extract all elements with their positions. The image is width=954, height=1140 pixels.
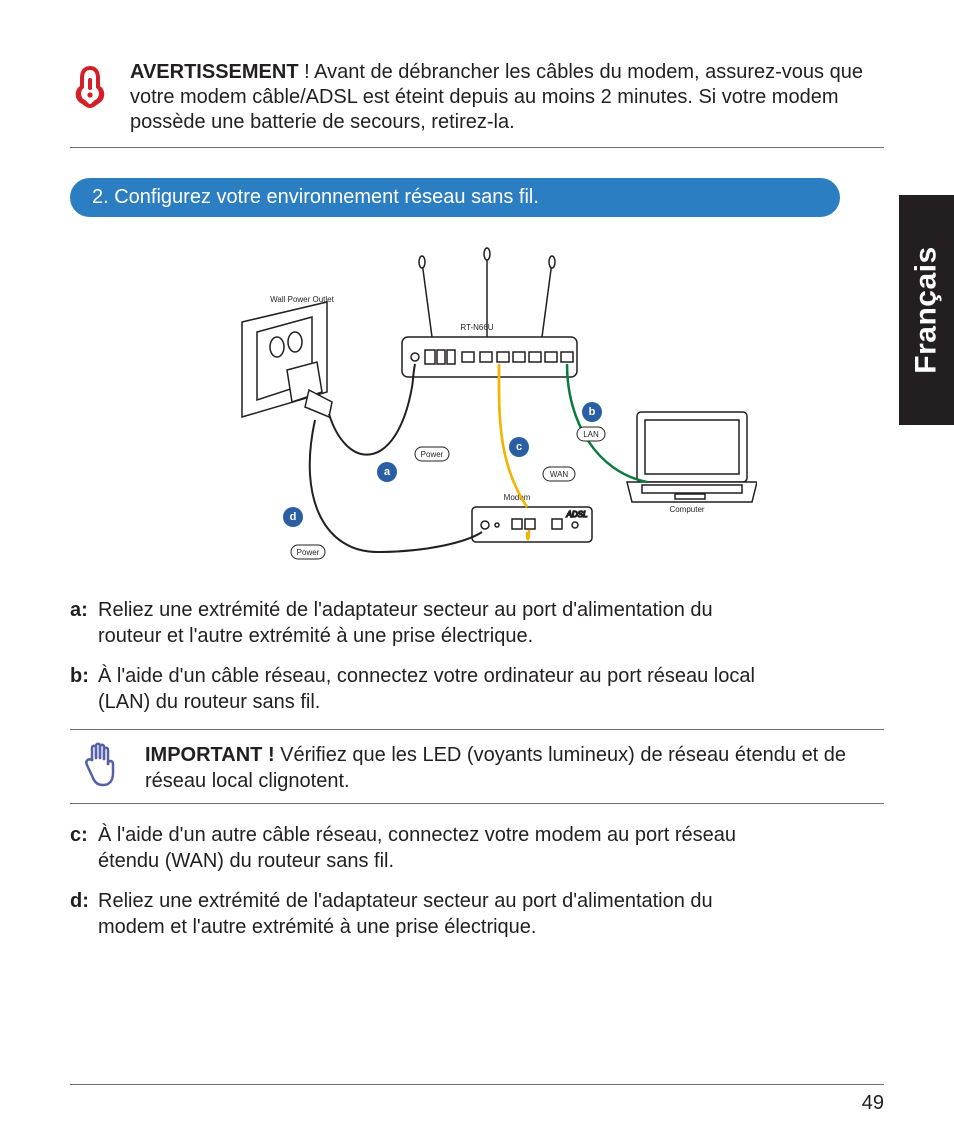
important-label: IMPORTANT ! bbox=[145, 744, 275, 766]
wall-outlet-drawing bbox=[242, 302, 332, 417]
language-tab-label: Français bbox=[910, 246, 944, 373]
router-drawing bbox=[402, 248, 577, 377]
badge-a: a bbox=[377, 462, 397, 482]
cable-a-power-router bbox=[329, 364, 415, 455]
step-c-body: À l'aide d'un autre câble réseau, connec… bbox=[98, 822, 884, 874]
steps-list: a: Reliez une extrémité de l'adaptateur … bbox=[70, 597, 884, 940]
badge-d: d bbox=[283, 507, 303, 527]
label-modem: Modem bbox=[504, 493, 531, 502]
page: Français AVERTISSEMENT ! Avant de débran… bbox=[0, 0, 954, 1140]
step-d-label: d: bbox=[70, 888, 98, 940]
step-a-body: Reliez une extrémité de l'adaptateur sec… bbox=[98, 597, 884, 649]
step-d: d: Reliez une extrémité de l'adaptateur … bbox=[70, 888, 884, 940]
step-b-label: b: bbox=[70, 663, 98, 715]
svg-text:WAN: WAN bbox=[550, 470, 569, 479]
important-text: IMPORTANT ! Vérifiez que les LED (voyant… bbox=[145, 738, 884, 794]
svg-text:d: d bbox=[290, 511, 297, 523]
language-tab: Français bbox=[899, 195, 954, 425]
step-d-body: Reliez une extrémité de l'adaptateur sec… bbox=[98, 888, 884, 940]
setup-diagram: Wall Power Outlet RT-N66U bbox=[70, 242, 884, 572]
laptop-drawing bbox=[627, 412, 757, 502]
important-block: IMPORTANT ! Vérifiez que les LED (voyant… bbox=[70, 729, 884, 804]
svg-text:c: c bbox=[516, 441, 522, 453]
svg-text:Power: Power bbox=[297, 548, 320, 557]
footer-divider bbox=[70, 1084, 884, 1085]
svg-text:ADSL: ADSL bbox=[566, 510, 588, 519]
tag-power-modem: Power bbox=[291, 545, 325, 559]
badge-b: b bbox=[582, 402, 602, 422]
step-b-body: À l'aide d'un câble réseau, connectez vo… bbox=[98, 663, 884, 715]
modem-drawing: ADSL bbox=[472, 507, 592, 542]
svg-text:LAN: LAN bbox=[583, 430, 599, 439]
important-icon bbox=[80, 738, 120, 795]
warning-icon bbox=[70, 62, 110, 115]
cable-d-power-modem bbox=[310, 420, 482, 552]
step-a-label: a: bbox=[70, 597, 98, 649]
step-c-label: c: bbox=[70, 822, 98, 874]
warning-text: AVERTISSEMENT ! Avant de débrancher les … bbox=[130, 60, 884, 135]
tag-wan: WAN bbox=[543, 467, 575, 481]
section-heading-text: 2. Configurez votre environnement réseau… bbox=[92, 186, 539, 208]
step-c: c: À l'aide d'un autre câble réseau, con… bbox=[70, 822, 884, 874]
badge-c: c bbox=[509, 437, 529, 457]
label-computer: Computer bbox=[669, 505, 704, 514]
cable-b-lan bbox=[567, 364, 647, 482]
step-b: b: À l'aide d'un câble réseau, connectez… bbox=[70, 663, 884, 715]
warning-block: AVERTISSEMENT ! Avant de débrancher les … bbox=[70, 50, 884, 148]
tag-lan: LAN bbox=[577, 427, 605, 441]
svg-text:b: b bbox=[589, 406, 596, 418]
tag-power-router: Power bbox=[415, 447, 449, 461]
svg-text:a: a bbox=[384, 466, 391, 478]
section-heading: 2. Configurez votre environnement réseau… bbox=[70, 178, 840, 217]
step-a: a: Reliez une extrémité de l'adaptateur … bbox=[70, 597, 884, 649]
page-number: 49 bbox=[862, 1092, 884, 1115]
svg-text:Power: Power bbox=[421, 450, 444, 459]
warning-label: AVERTISSEMENT bbox=[130, 61, 299, 83]
label-router: RT-N66U bbox=[460, 323, 493, 332]
